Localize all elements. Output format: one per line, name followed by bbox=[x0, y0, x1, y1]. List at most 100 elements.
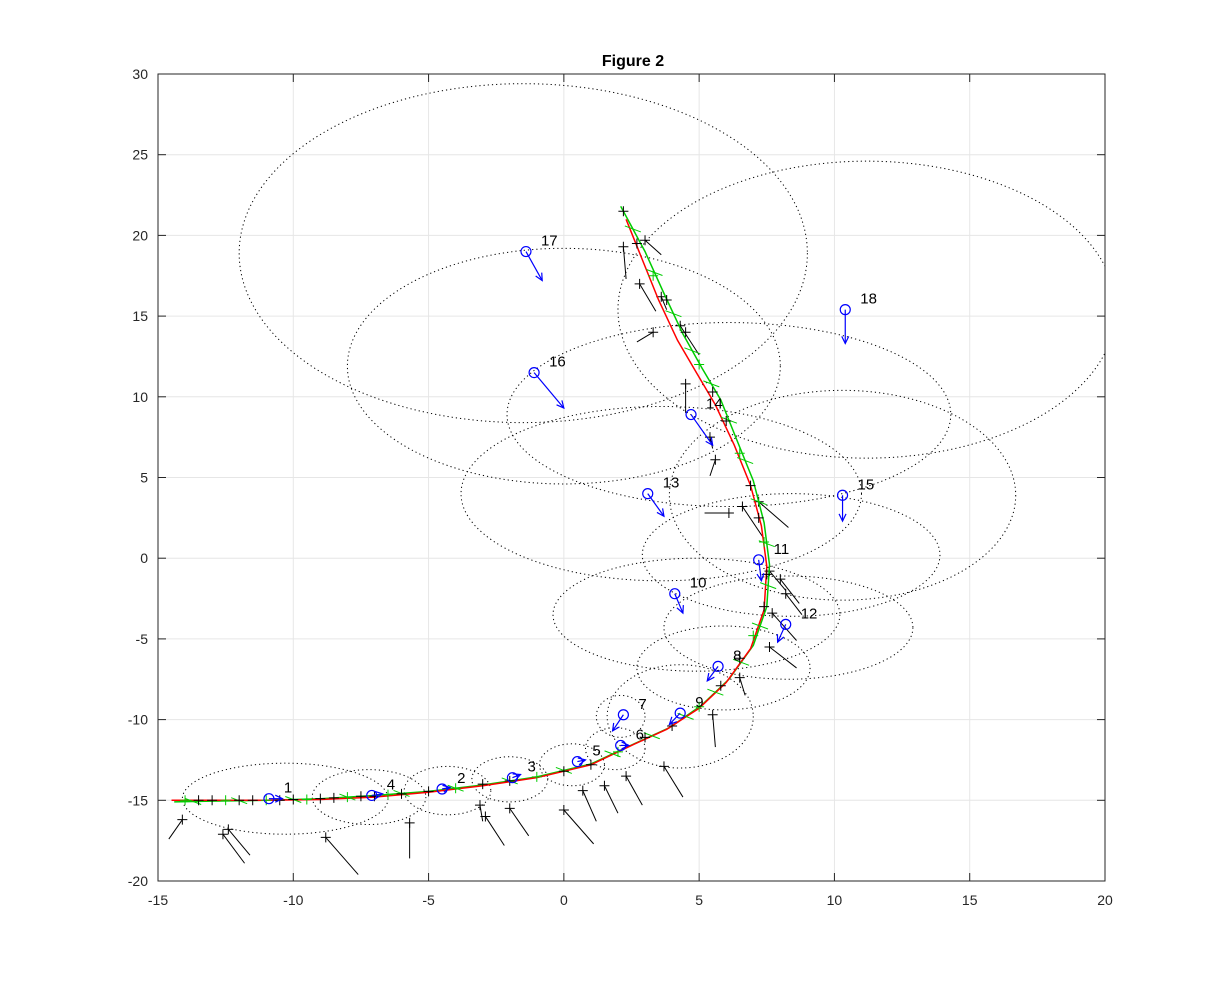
y-tick-label: 25 bbox=[132, 147, 148, 163]
measurement-line bbox=[625, 775, 643, 806]
robot-pose-marker bbox=[315, 793, 326, 804]
measurement-plus-marker bbox=[504, 803, 515, 814]
robot-pose-marker bbox=[301, 794, 312, 805]
measurement-plus-marker bbox=[640, 235, 651, 246]
x-tick-label: 15 bbox=[962, 892, 978, 908]
estimate-heading bbox=[665, 310, 682, 318]
estimate-heading bbox=[751, 622, 769, 630]
robot-pose-marker bbox=[396, 788, 407, 799]
covariance-ellipse-15 bbox=[668, 389, 1017, 601]
measurement-lines bbox=[168, 235, 803, 875]
landmark-arrow-14 bbox=[690, 414, 714, 446]
measurement-line bbox=[679, 325, 700, 356]
estimate-heading bbox=[684, 347, 701, 355]
measurement-line bbox=[222, 833, 245, 864]
measurement-plus-marker bbox=[710, 454, 721, 465]
robot-pose-marker bbox=[207, 795, 218, 806]
landmark-arrowhead-11 bbox=[756, 573, 765, 583]
measurement-line bbox=[563, 809, 594, 845]
y-tick-label: -20 bbox=[128, 873, 148, 889]
landmark-circle-9 bbox=[674, 707, 686, 719]
measurement-plus-marker bbox=[618, 241, 629, 252]
measurement-line bbox=[636, 331, 654, 343]
robot-pose-marker bbox=[661, 294, 672, 305]
landmark-label-16: 16 bbox=[549, 354, 566, 371]
measurement-line bbox=[660, 296, 668, 310]
measurement-line bbox=[582, 790, 597, 822]
robot-pose-marker bbox=[680, 327, 691, 338]
robot-pose-marker bbox=[631, 238, 642, 249]
y-tick-label: -10 bbox=[128, 712, 148, 728]
landmark-label-2: 2 bbox=[457, 770, 465, 787]
robot-pose-marker bbox=[342, 792, 353, 803]
landmark-arrowhead-5 bbox=[577, 757, 587, 766]
measurement-line bbox=[769, 646, 797, 669]
landmark-label-4: 4 bbox=[387, 776, 395, 793]
covariance-ellipse-3 bbox=[471, 756, 549, 803]
covariance-ellipse-6 bbox=[585, 727, 646, 771]
x-tick-label: 5 bbox=[695, 892, 703, 908]
robot-pose-marker bbox=[477, 779, 488, 790]
covariance-ellipse-2 bbox=[403, 765, 492, 816]
measurement-line bbox=[663, 766, 684, 798]
covariance-ellipse-11 bbox=[641, 493, 941, 617]
measurement-plus-marker bbox=[764, 641, 775, 652]
landmark-circle-17 bbox=[520, 245, 532, 258]
measurement-line bbox=[779, 578, 800, 604]
landmark-arrow-8 bbox=[706, 665, 719, 682]
landmark-arrowhead-2 bbox=[442, 784, 452, 793]
robot-pose-marker bbox=[667, 721, 678, 732]
landmark-label-13: 13 bbox=[663, 475, 680, 492]
landmark-arrowhead-9 bbox=[668, 716, 678, 726]
landmark-arrow-12 bbox=[777, 624, 787, 643]
robot-pose-marker bbox=[423, 786, 434, 797]
landmark-arrow-17 bbox=[525, 251, 543, 281]
landmark-circle-12 bbox=[780, 618, 792, 630]
measurement-line bbox=[785, 593, 803, 615]
robot-pose-marker bbox=[328, 792, 339, 803]
measurement-line bbox=[622, 246, 627, 280]
measurement-line bbox=[227, 829, 251, 856]
landmark-arrowhead-16 bbox=[556, 400, 565, 410]
x-tick-label: 20 bbox=[1097, 892, 1113, 908]
covariance-ellipse-10 bbox=[552, 557, 841, 672]
chart-title: Figure 2 bbox=[602, 53, 664, 70]
robot-pose-marker bbox=[640, 732, 651, 743]
y-tick-label: -15 bbox=[128, 792, 148, 808]
measurement-line bbox=[742, 506, 765, 540]
y-tick-label: 5 bbox=[140, 470, 148, 486]
landmark-arrowhead-3 bbox=[512, 773, 522, 781]
measurement-plus-marker bbox=[734, 672, 745, 683]
landmark-circle-13 bbox=[642, 488, 654, 500]
robot-pose-marker bbox=[261, 795, 272, 806]
estimate-heading bbox=[646, 269, 663, 276]
robot-pose-marker bbox=[612, 746, 623, 757]
estimate-heading bbox=[732, 658, 750, 666]
landmark-arrowhead-1 bbox=[274, 794, 284, 803]
covariance-ellipse-17 bbox=[238, 83, 808, 424]
robot-pose-marker bbox=[504, 775, 515, 786]
robot-pose-marker bbox=[288, 794, 299, 805]
measurement-line bbox=[168, 819, 183, 840]
robot-pose-marker bbox=[585, 759, 596, 770]
landmark-arrowhead-14 bbox=[705, 437, 714, 447]
landmark-circle-10 bbox=[669, 588, 681, 600]
grid bbox=[157, 73, 1106, 882]
measurement-line bbox=[325, 837, 359, 875]
estimate-heading bbox=[707, 688, 724, 696]
robot-pose-marker bbox=[193, 795, 204, 806]
measurement-line bbox=[603, 785, 619, 814]
robot-markers bbox=[180, 206, 772, 806]
measurement-plus-marker bbox=[599, 780, 610, 791]
measurement-plus-marker bbox=[480, 811, 491, 822]
robot-pose-marker bbox=[450, 783, 461, 794]
landmark-arrowhead-18 bbox=[841, 336, 850, 345]
robot-pose-marker bbox=[721, 416, 732, 427]
landmark-arrow-4 bbox=[371, 793, 383, 797]
robot-pose-marker bbox=[558, 766, 569, 777]
landmark-label-7: 7 bbox=[638, 696, 646, 713]
robot-pose-marker bbox=[745, 480, 756, 491]
robot-pose-marker bbox=[355, 791, 366, 802]
landmark-arrowhead-7 bbox=[611, 722, 620, 733]
